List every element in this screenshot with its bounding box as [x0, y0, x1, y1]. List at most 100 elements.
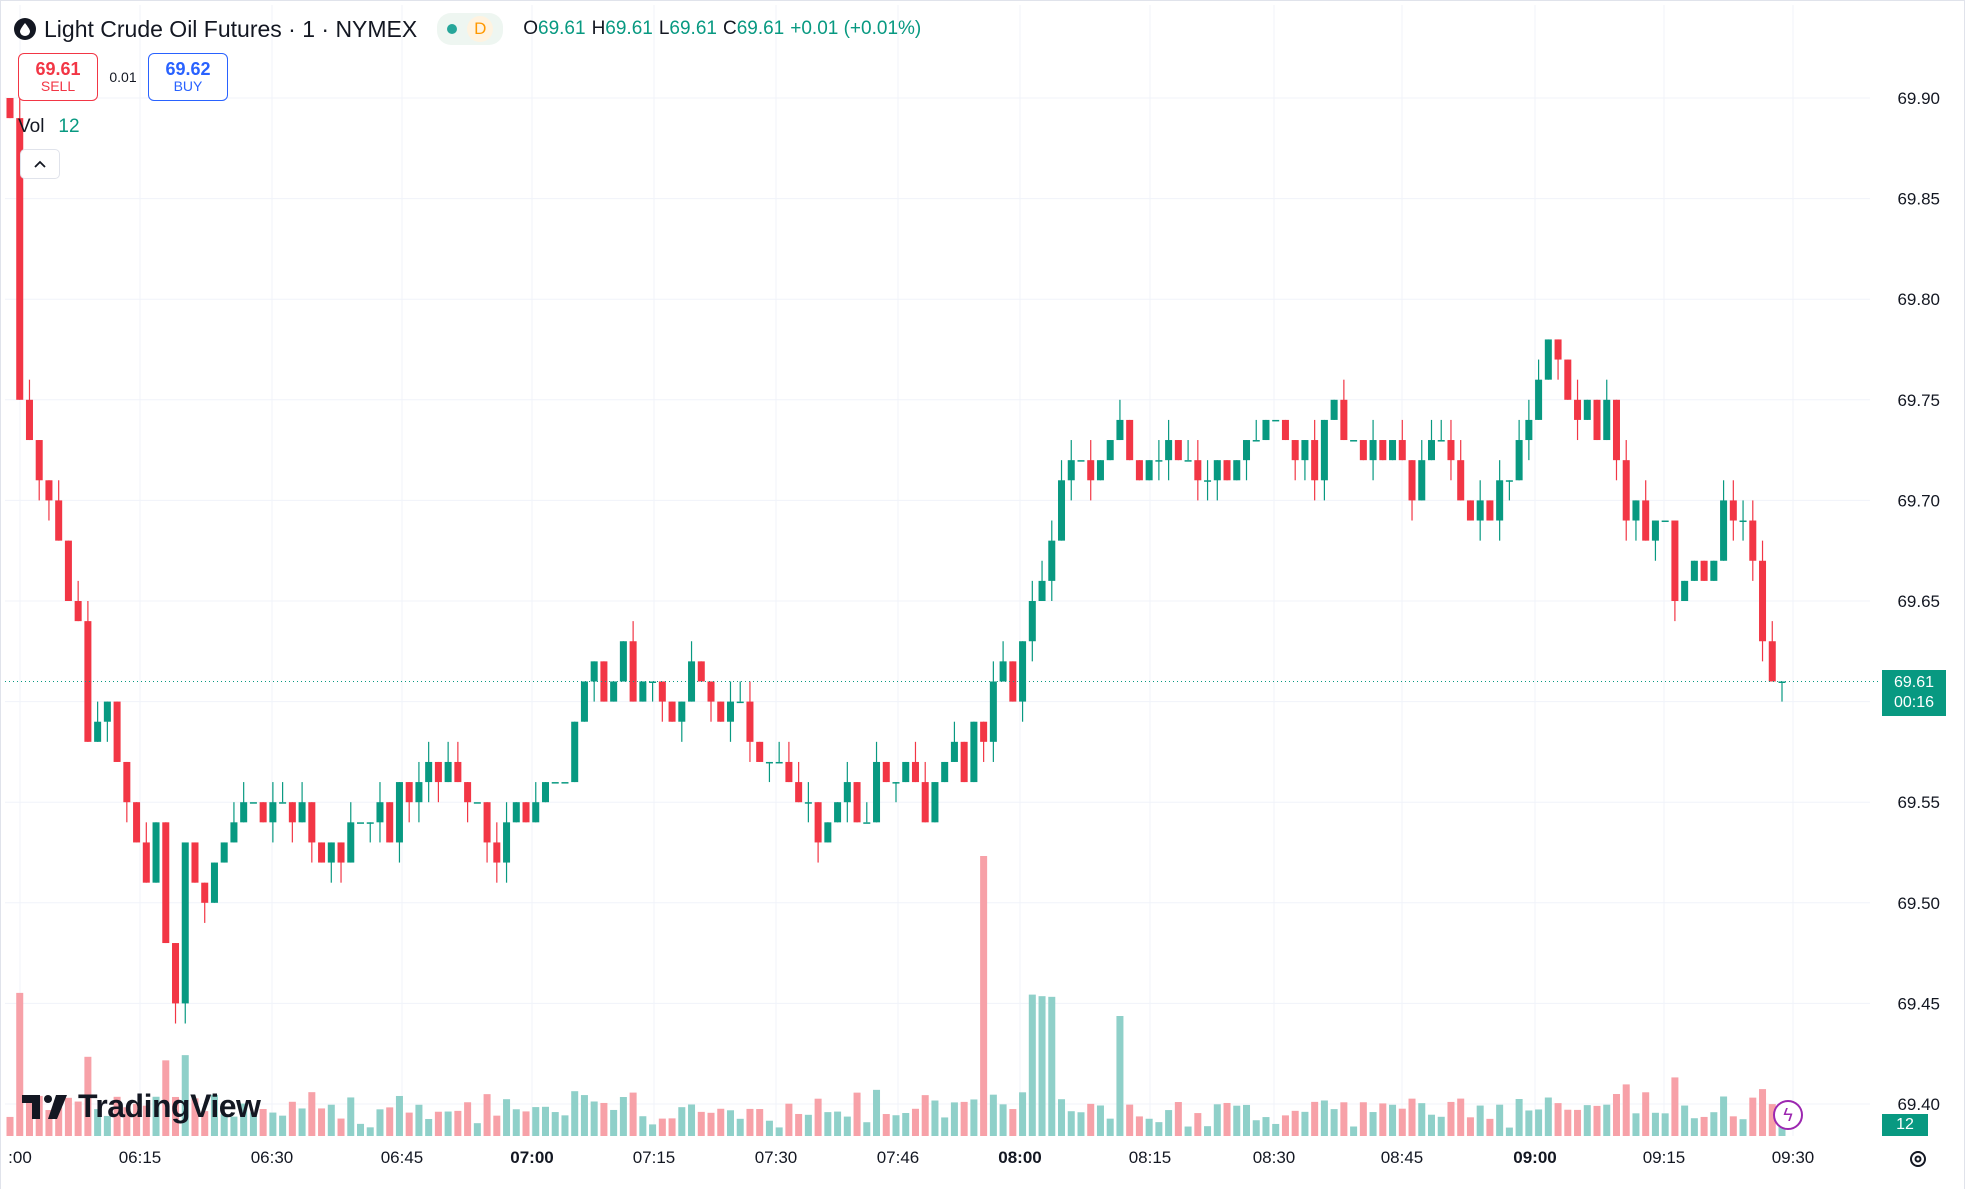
tradingview-logo[interactable]: TradingView [22, 1088, 261, 1125]
candle-body [1262, 419, 1270, 441]
candle-body [483, 802, 491, 843]
volume-bar [1651, 1112, 1659, 1136]
volume-bar [405, 1112, 413, 1136]
volume-bar [133, 1103, 141, 1136]
sell-label: SELL [40, 78, 76, 95]
change-value: +0.01 (+0.01%) [790, 18, 922, 39]
volume-bar [668, 1118, 676, 1136]
candle-body [1019, 641, 1027, 702]
candle-body [473, 802, 481, 804]
candle-body [1729, 500, 1737, 521]
oil-drop-icon [14, 18, 36, 40]
volume-bar [571, 1091, 579, 1136]
volume-bar [863, 1122, 871, 1136]
candle-body [337, 842, 345, 863]
volume-bar [1174, 1102, 1182, 1136]
candle-body [191, 842, 199, 883]
symbol-title[interactable]: Light Crude Oil Futures · 1 · NYMEX [44, 15, 418, 42]
volume-bar [1622, 1084, 1630, 1136]
candle-body [746, 701, 754, 742]
candle-body [1252, 440, 1260, 442]
candle-body [1155, 460, 1163, 462]
candle-body [318, 842, 326, 863]
candle-body [142, 842, 150, 883]
candle-body [376, 802, 384, 823]
candle-body [1009, 661, 1017, 702]
price-tick-label: 69.80 [1897, 290, 1940, 309]
candle-body [600, 661, 608, 702]
candle-body [843, 782, 851, 803]
volume-bar [1603, 1104, 1611, 1136]
price-axis[interactable]: 69.9069.8569.8069.7569.7069.6569.6069.55… [1897, 89, 1940, 1114]
volume-bar [902, 1112, 910, 1136]
price-tick-label: 69.75 [1897, 391, 1940, 410]
candle-body [35, 440, 43, 481]
volume-bar [1632, 1113, 1640, 1136]
candle-body [1759, 560, 1767, 642]
candle-body [1145, 460, 1153, 481]
sell-price: 69.61 [35, 59, 81, 80]
candle-body [1612, 399, 1620, 461]
flash-icon[interactable]: ϟ [1773, 1100, 1803, 1130]
volume-bar [288, 1101, 296, 1136]
volume-bar [736, 1118, 744, 1136]
market-status[interactable]: D [437, 13, 504, 45]
candle-body [1281, 419, 1289, 441]
volume-bar [1437, 1116, 1445, 1136]
candles [6, 98, 1786, 1024]
volume-bar [308, 1092, 316, 1136]
candle-body [1457, 460, 1465, 501]
volume-bar [230, 1116, 238, 1136]
volume-bar [1486, 1118, 1494, 1136]
candle-body [1204, 480, 1212, 482]
volume-bar [123, 1107, 131, 1136]
volume-bar [726, 1110, 734, 1136]
volume-bar [999, 1104, 1007, 1136]
volume-bar [464, 1102, 472, 1136]
time-tick-label: 07:46 [877, 1148, 920, 1167]
low-value: 69.61 [669, 18, 717, 39]
buy-button[interactable]: 69.62 BUY [148, 53, 228, 101]
volume-bar [911, 1108, 919, 1136]
candle-body [1028, 601, 1036, 642]
volume-bar [980, 856, 988, 1136]
volume-bar [1554, 1103, 1562, 1136]
volume-bar [1340, 1102, 1348, 1136]
volume-bar [1330, 1109, 1338, 1136]
candle-body [434, 761, 442, 783]
candle-body [775, 761, 783, 764]
time-tick-label: 08:30 [1253, 1148, 1296, 1167]
volume-bar [1729, 1116, 1737, 1136]
time-axis[interactable]: :00 06:15 06:30 06:45 07:00 07:15 07:30 07:46 08… [8, 1148, 1814, 1167]
tv-logo-icon [22, 1094, 67, 1119]
volume-bar [74, 1101, 82, 1136]
volume-legend[interactable]: Vol 12 [18, 116, 80, 138]
candle-body [580, 681, 588, 722]
candle-body [1301, 440, 1309, 461]
volume-bar [1028, 994, 1036, 1136]
volume-bar [1515, 1099, 1523, 1136]
volume-bar [1096, 1105, 1104, 1136]
volume-bar [1427, 1114, 1435, 1136]
candle-body [1398, 440, 1406, 461]
sell-button[interactable]: 69.61 SELL [18, 53, 98, 101]
volume-bar [746, 1108, 754, 1136]
candle-body [590, 661, 598, 682]
volume-bar [1398, 1108, 1406, 1136]
volume-bar [1535, 1109, 1543, 1136]
gear-icon[interactable] [1905, 1146, 1931, 1172]
candle-body [892, 782, 900, 784]
candle-body [395, 782, 403, 843]
candle-body [172, 943, 180, 1004]
volume-bar [1574, 1109, 1582, 1136]
candle-body [678, 701, 686, 722]
candle-body [512, 802, 520, 823]
volume-bar [1281, 1115, 1289, 1136]
candle-body [824, 822, 832, 843]
volume-bar [688, 1104, 696, 1136]
collapse-button[interactable] [20, 149, 60, 179]
volume-bar [561, 1115, 569, 1136]
volume-bar [1350, 1126, 1358, 1136]
candle-body [1632, 500, 1640, 521]
